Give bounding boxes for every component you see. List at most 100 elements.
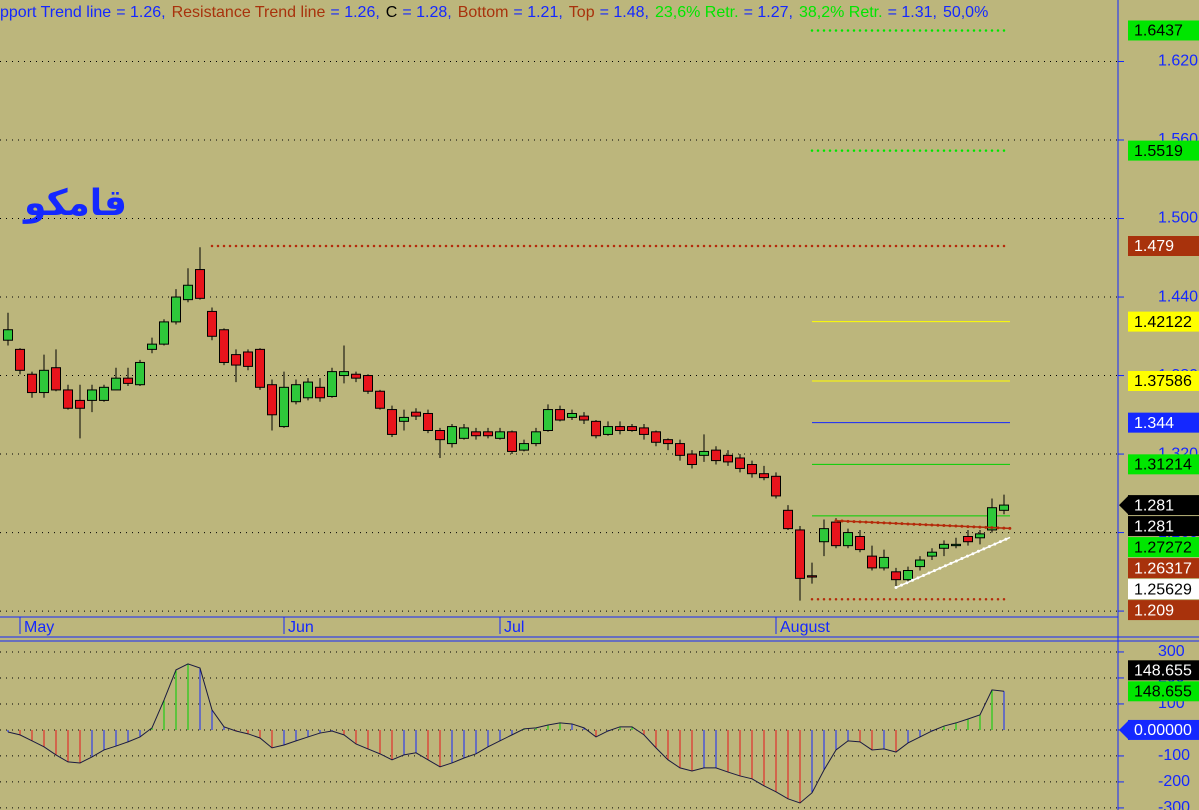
candle-body (195, 269, 205, 299)
candle-body (51, 367, 61, 391)
legend-value: = 1.31, (888, 4, 937, 21)
legend-name: 38,2% Retr. (799, 4, 883, 21)
candle-body (459, 427, 469, 439)
price-box-label: 1.281 (1134, 497, 1174, 514)
price-box-label: 1.344 (1134, 415, 1174, 432)
legend-value: = 1.26, (116, 4, 165, 21)
candle-body (327, 371, 337, 397)
candle-body (399, 416, 409, 422)
watermark: قامكو (22, 183, 127, 224)
candle-body (267, 384, 277, 416)
price-box (1128, 579, 1199, 600)
candle-body (771, 475, 781, 497)
candle-body (843, 532, 853, 547)
candle-body (639, 427, 649, 435)
candle-body (615, 426, 625, 431)
candle-body (699, 450, 709, 456)
legend-value: = 1.21, (513, 4, 562, 21)
price-box-arrow (1119, 719, 1129, 740)
candle-body (483, 431, 493, 437)
candle-body (339, 371, 349, 377)
candle-body (387, 409, 397, 435)
y-tick-label: 1.620 (1158, 53, 1198, 70)
candle-body (243, 351, 253, 367)
trend-line-dots (834, 519, 1012, 530)
legend: pport Trend line = 1.26, Resistance Trend … (0, 4, 988, 21)
candle-body (207, 310, 217, 337)
candle-body (303, 381, 313, 399)
candle-body (27, 373, 37, 394)
candle-body (123, 377, 133, 384)
candle-body (855, 535, 865, 551)
price-box-label: 148.655 (1134, 684, 1192, 701)
price-box (1128, 681, 1199, 702)
legend-value: = 1.27, (744, 4, 793, 21)
trend-line (895, 536, 1011, 589)
price-box (1128, 558, 1199, 579)
candle-body (171, 296, 181, 323)
candle-body (963, 535, 973, 543)
candle-body (507, 431, 517, 452)
candle-body (807, 575, 817, 578)
candle-body (63, 389, 73, 409)
price-box-label: 1.5519 (1134, 143, 1183, 160)
candle-body (375, 390, 385, 409)
candle-body (519, 443, 529, 451)
y-tick-label: 1.500 (1158, 210, 1198, 227)
candle-body (903, 570, 913, 581)
candle-body (711, 449, 721, 462)
candle-body (651, 431, 661, 443)
candle-body (999, 504, 1009, 511)
legend-name: Top (569, 4, 595, 21)
y-tick-label: 300 (1158, 643, 1185, 660)
candle-body (627, 426, 637, 431)
candle-body (915, 559, 925, 568)
candle-body (3, 329, 13, 341)
candle-body (351, 373, 361, 379)
candle-body (39, 369, 49, 394)
candle-body (879, 556, 889, 569)
price-box (1128, 600, 1199, 621)
price-box-label: 1.42122 (1134, 314, 1192, 331)
candle-body (579, 415, 589, 421)
price-box-label: 0.00000 (1134, 722, 1192, 739)
price-box (1128, 516, 1199, 537)
price-box-label: 1.6437 (1134, 23, 1183, 40)
candle-body (15, 348, 25, 371)
y-tick-label: -200 (1158, 773, 1190, 790)
candle-body (687, 453, 697, 466)
candle-body (867, 555, 877, 569)
price-box (1128, 311, 1199, 332)
candle-body (555, 409, 565, 421)
x-tick-label: Jul (504, 619, 524, 636)
candle-body (111, 377, 121, 391)
candle-body (663, 439, 673, 445)
x-tick-label: May (24, 619, 54, 636)
candle-body (735, 457, 745, 469)
oscillator-line (7, 663, 1005, 804)
price-box-label: 148.655 (1134, 663, 1192, 680)
candle-body (423, 412, 433, 431)
candle-body (939, 543, 949, 549)
price-box-label: 1.27272 (1134, 539, 1192, 556)
candle-body (219, 329, 229, 363)
candle-body (975, 533, 985, 539)
candle-body (291, 384, 301, 403)
price-box (1128, 454, 1199, 475)
price-box-label: 1.209 (1134, 602, 1174, 619)
candle-body (531, 431, 541, 445)
price-box (1128, 719, 1199, 740)
candle-body (87, 389, 97, 401)
candle-body (783, 509, 793, 530)
candle-body (495, 431, 505, 439)
candle-body (363, 375, 373, 392)
price-box (1128, 140, 1199, 161)
x-tick-label: August (780, 619, 830, 636)
candle-body (603, 426, 613, 435)
candle-body (159, 321, 169, 345)
candle-body (987, 507, 997, 531)
candle-body (147, 343, 157, 350)
legend-name: 50,0% (943, 4, 988, 21)
